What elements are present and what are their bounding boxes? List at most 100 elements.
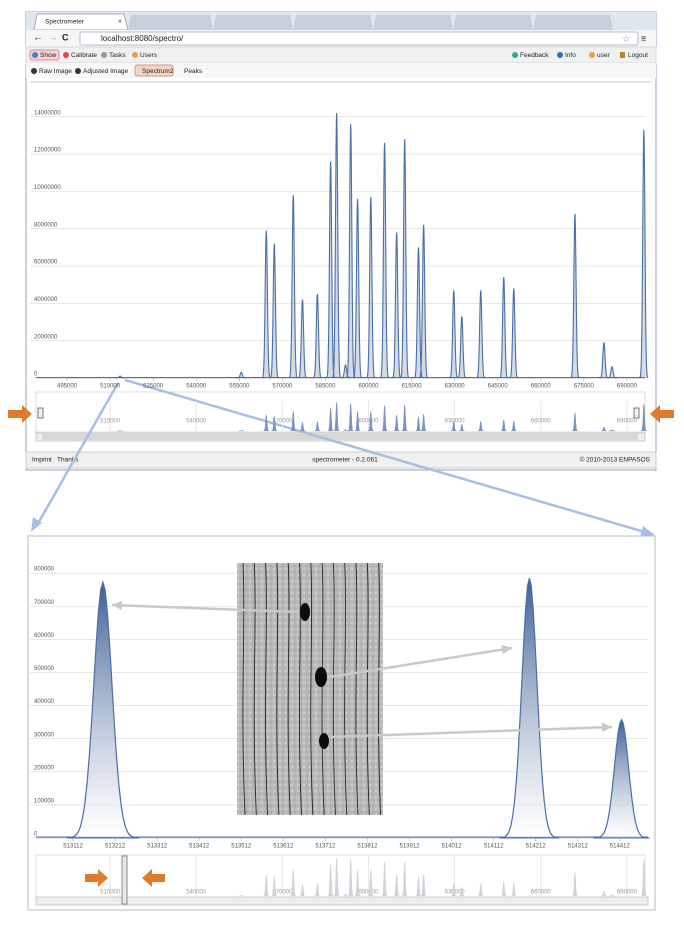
y-tick-label: 14000000 [34,110,61,116]
gel-background [237,563,383,815]
reload-button[interactable]: C [62,32,69,42]
y-tick-label: 4000000 [34,297,58,303]
x-tick-label: 630000 [445,384,466,390]
gel-spot [319,733,329,749]
bookmark-star[interactable]: ☆ [622,33,630,43]
navigator-peak [354,410,361,432]
navigator-peak [238,894,245,897]
gel-lane-line [298,562,302,816]
footer-link[interactable]: Imprint [32,457,52,464]
navigator-peak [601,426,607,432]
scrollbar-thumb[interactable] [42,434,638,440]
navigator-peak [290,869,297,897]
navigator-peak [342,429,349,432]
annotation-arrow-head [501,644,512,655]
peak [288,195,298,379]
x-tick-label: 690000 [617,384,638,390]
gel-lane-line [265,562,269,816]
annotation-arrow [329,725,613,739]
view-tab-active [134,64,174,77]
nav-item[interactable]: Users [140,52,158,59]
view-tab[interactable]: Peaks [184,68,203,75]
x-tick-label: 675000 [574,384,595,390]
peak [366,196,376,379]
x-tick-label: 513912 [399,844,420,850]
x-tick-label: 514212 [526,844,547,850]
navigator-tick-label: 660000 [531,890,552,896]
navigator-peak [415,876,422,897]
navigator-tick-label: 570000 [272,419,293,425]
callout-arrow [8,405,32,423]
peak [331,112,342,379]
view-tab[interactable]: Spectrum2 [142,68,174,75]
navigator-peak [347,403,354,432]
nav-item[interactable]: Logout [628,52,648,59]
scrollbar[interactable] [35,896,649,906]
gel-lane-line [287,562,291,816]
nav-item[interactable]: Info [565,52,576,59]
footer-link[interactable]: Thanks [57,457,79,464]
nav-item[interactable]: Feedback [520,52,549,59]
peak [297,299,307,379]
nav-item[interactable]: user [597,52,610,59]
navigator-peak [458,886,465,897]
peak [413,247,424,379]
navigator-peak [510,882,517,897]
navigator-tick-label: 690000 [617,419,638,425]
x-tick-label: 645000 [488,384,509,390]
callout-arrow [85,869,108,887]
navigator-window[interactable] [121,855,128,905]
navigator-tick-label: 600000 [358,890,379,896]
nav-item[interactable]: Calibrate [71,52,97,59]
y-tick-label: 400000 [34,699,55,705]
url: localhost:8080/spectro/ [101,34,184,43]
y-tick-label: 100000 [34,798,55,804]
y-tick-label: 500000 [34,666,55,672]
x-tick-label: 513712 [315,844,336,850]
navigator-peak [238,430,245,432]
navigator-tick-label: 630000 [445,419,466,425]
gel-spot [300,603,310,621]
nav-item[interactable]: Tasks [109,52,126,59]
view-tab[interactable]: Adjusted Image [83,68,129,75]
x-tick-label: 513212 [105,844,126,850]
footer [25,451,657,469]
navigator-handle[interactable] [37,407,44,419]
forward-button[interactable]: → [48,33,58,44]
navigator-peak [381,862,388,897]
y-tick-label: 300000 [34,732,55,738]
y-tick-label: 200000 [34,765,55,771]
callout-arrow [142,869,165,887]
navigator [35,391,646,433]
y-tick-label: 8000000 [34,222,58,228]
address-bar[interactable] [79,31,639,46]
navigator-peak [572,412,578,432]
peak [261,230,271,379]
icon [512,52,518,58]
navigator-handle[interactable] [633,407,640,419]
nav-item[interactable]: Show [40,52,57,59]
navigator-peak [290,410,297,432]
navigator-peak [477,420,484,432]
view-tab[interactable]: Raw Image [39,68,72,75]
navigator-tick-label: 540000 [186,419,207,425]
gel-lane-line [378,562,382,816]
peak [379,142,390,379]
peak-area [499,577,560,839]
tab-close[interactable]: × [118,19,122,26]
x-tick-label: 660000 [531,384,552,390]
menu-button[interactable]: ≡ [641,33,646,43]
y-tick-label: 700000 [34,600,55,606]
x-tick-label: 513312 [147,844,168,850]
y-tick-label: 0 [34,372,38,378]
gel-lane-line [332,562,336,816]
back-button[interactable]: ← [33,33,43,44]
peak [346,124,356,379]
peak [419,224,429,379]
x-tick-label: 525000 [143,384,164,390]
peak [499,277,509,379]
peak [449,290,459,379]
peak [400,139,410,379]
navigator-peak [393,414,400,432]
